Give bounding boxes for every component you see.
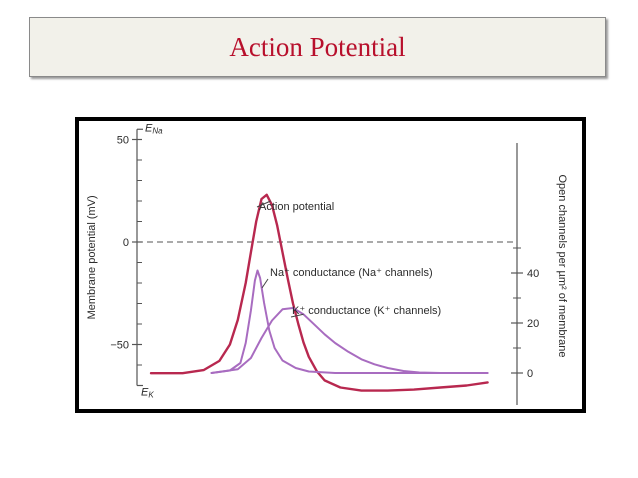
annotation-k-conductance: K⁺ conductance (K⁺ channels) xyxy=(292,305,441,317)
e-na-label: ENa xyxy=(145,122,163,135)
annotation-na-conductance: Na⁺ conductance (Na⁺ channels) xyxy=(270,267,433,279)
action-potential-chart: 50 0 −50 ENa EK Membrane potential (mV) 40 20 0 O… xyxy=(86,122,568,405)
series-line-3 xyxy=(210,307,489,374)
e-k-label: EK xyxy=(141,387,154,400)
slide-title: Action Potential xyxy=(229,31,406,62)
annotation-action-potential-leader xyxy=(256,200,271,208)
left-tick-label: 50 xyxy=(117,135,129,147)
right-axis-title: Open channels per µm² of membrane xyxy=(556,174,568,357)
left-axis-title: Membrane potential (mV) xyxy=(86,195,98,319)
right-tick-label: 20 xyxy=(527,318,539,330)
right-tick-label: 40 xyxy=(527,268,539,280)
series-line-2 xyxy=(210,269,489,374)
right-tick-label: 0 xyxy=(527,368,533,380)
left-tick-label: −50 xyxy=(110,340,129,352)
slide-title-box: Action Potential xyxy=(29,17,606,77)
annotation-na-conductance-leader xyxy=(261,278,269,289)
annotation-k-conductance-leader xyxy=(290,313,304,318)
e-na-subscript: Na xyxy=(152,126,163,135)
annotation-action-potential: Action potential xyxy=(259,201,334,213)
chart-frame: 50 0 −50 ENa EK Membrane potential (mV) 40 20 0 O… xyxy=(75,117,586,413)
left-tick-label: 0 xyxy=(123,237,129,249)
series-line-1 xyxy=(149,193,489,392)
e-k-subscript: K xyxy=(148,391,154,400)
